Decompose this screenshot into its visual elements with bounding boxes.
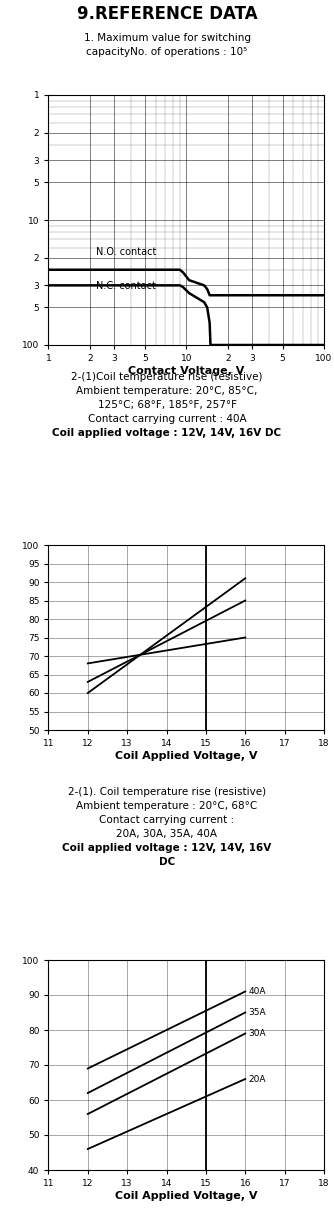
Text: Coil applied voltage : 12V, 14V, 16V DC: Coil applied voltage : 12V, 14V, 16V DC	[52, 428, 282, 437]
Text: N.O. contact: N.O. contact	[96, 248, 156, 258]
Text: DC: DC	[159, 857, 175, 868]
Text: Ambient temperature : 20°C, 68°C: Ambient temperature : 20°C, 68°C	[76, 801, 258, 810]
Text: 40A: 40A	[248, 987, 266, 996]
Text: Contact carrying current :: Contact carrying current :	[100, 815, 234, 825]
Text: 30A: 30A	[248, 1029, 266, 1038]
Text: 35A: 35A	[248, 1008, 266, 1017]
Text: 125°C; 68°F, 185°F, 257°F: 125°C; 68°F, 185°F, 257°F	[98, 400, 236, 409]
Text: 20A, 30A, 35A, 40A: 20A, 30A, 35A, 40A	[117, 829, 217, 840]
X-axis label: Coil Applied Voltage, V: Coil Applied Voltage, V	[115, 1191, 258, 1200]
X-axis label: Contact Voltage, V: Contact Voltage, V	[128, 366, 244, 375]
Text: capacityNo. of operations : 10⁵: capacityNo. of operations : 10⁵	[87, 47, 247, 57]
X-axis label: Coil Applied Voltage, V: Coil Applied Voltage, V	[115, 751, 258, 761]
Text: 1. Maximum value for switching: 1. Maximum value for switching	[84, 33, 250, 43]
Text: 2-(1)Coil temperature rise (resistive): 2-(1)Coil temperature rise (resistive)	[71, 372, 263, 382]
Text: Coil applied voltage : 12V, 14V, 16V: Coil applied voltage : 12V, 14V, 16V	[62, 843, 272, 853]
Text: 9.REFERENCE DATA: 9.REFERENCE DATA	[77, 5, 257, 23]
Text: 2-(1). Coil temperature rise (resistive): 2-(1). Coil temperature rise (resistive)	[68, 787, 266, 797]
Text: N.C. contact: N.C. contact	[96, 281, 156, 292]
Text: 20A: 20A	[248, 1074, 266, 1084]
Text: Ambient temperature: 20°C, 85°C,: Ambient temperature: 20°C, 85°C,	[76, 386, 258, 396]
Text: Contact carrying current : 40A: Contact carrying current : 40A	[88, 414, 246, 424]
